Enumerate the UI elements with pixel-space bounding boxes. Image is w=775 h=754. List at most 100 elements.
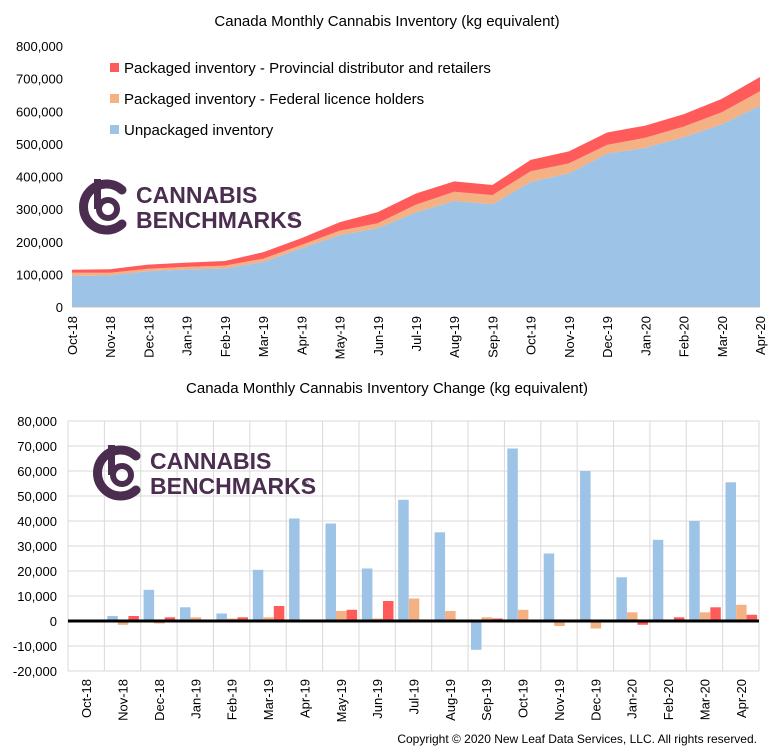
bar-series-2 xyxy=(128,616,139,621)
bar-series-0 xyxy=(252,569,264,622)
bar-series-2 xyxy=(710,607,721,622)
bar-series-0 xyxy=(216,613,227,621)
inventory-y-axis: 800,000 700,000 600,000 500,000 400,000 300,0… xyxy=(16,39,63,315)
x-tick-label: Dec-19 xyxy=(588,679,603,721)
y-tick-label: 600,000 xyxy=(16,104,63,119)
x-tick-label: Feb-20 xyxy=(677,316,692,357)
inventory-change-y-axis: 80,000 70,000 60,000 50,000 40,000 30,000 20,0… xyxy=(13,414,57,679)
y-tick-label: 30,000 xyxy=(17,539,57,554)
x-tick-label: Sep-19 xyxy=(479,679,494,721)
y-tick-label: 500,000 xyxy=(16,137,63,152)
x-tick-label: Mar-19 xyxy=(256,316,271,357)
legend-label-1: Packaged inventory - Federal licence hol… xyxy=(124,91,424,108)
x-tick-label: Apr-19 xyxy=(294,316,309,355)
bar-series-0 xyxy=(398,499,409,622)
y-tick-label: 400,000 xyxy=(16,170,63,185)
y-tick-label: 300,000 xyxy=(16,202,63,217)
bar-series-1 xyxy=(554,621,565,626)
y-tick-label: 70,000 xyxy=(17,439,57,454)
logo-stem xyxy=(94,179,101,209)
inventory-change-x-axis: Oct-18 Nov-18 Dec-18 Jan-19 Feb-19 Mar-19 Apr-… xyxy=(79,679,749,722)
bar-series-0 xyxy=(180,607,191,622)
bar-series-0 xyxy=(361,568,373,621)
x-tick-label: Nov-18 xyxy=(116,679,131,721)
y-tick-label: -20,000 xyxy=(13,664,57,679)
x-tick-label: Feb-19 xyxy=(225,679,240,720)
bar-series-2 xyxy=(673,617,685,622)
inventory-change-bars xyxy=(68,448,759,650)
area-series-0 xyxy=(72,105,760,307)
bar-series-2 xyxy=(637,621,648,625)
x-tick-label: Jul-19 xyxy=(407,679,422,714)
x-tick-label: Jun-19 xyxy=(370,679,385,719)
inventory-x-axis: Oct-18 Nov-18 Dec-18 Jan-19 Feb-19 Mar-19 Apr-… xyxy=(65,316,768,359)
x-tick-label: Aug-19 xyxy=(443,679,458,721)
bar-series-2 xyxy=(746,614,758,622)
copyright-notice: Copyright © 2020 New Leaf Data Services,… xyxy=(397,732,757,746)
x-tick-label: Feb-19 xyxy=(218,316,233,357)
bar-series-1 xyxy=(445,611,456,621)
x-tick-label: Oct-18 xyxy=(79,679,94,718)
y-tick-label: -10,000 xyxy=(13,639,57,654)
bar-series-1 xyxy=(336,611,347,621)
y-tick-label: 50,000 xyxy=(17,489,57,504)
x-tick-label: Mar-19 xyxy=(261,679,276,720)
x-tick-label: Aug-19 xyxy=(447,316,462,358)
logo-inner-ring xyxy=(96,197,120,221)
logo-registered-mark: ® xyxy=(302,479,309,489)
x-tick-label: Apr-20 xyxy=(734,679,749,718)
logo-inner-ring xyxy=(110,463,134,487)
logo-registered-mark: ® xyxy=(288,213,295,223)
x-tick-label: Sep-19 xyxy=(485,316,500,358)
bar-series-1 xyxy=(517,609,529,622)
inventory-area-chart: Canada Monthly Cannabis Inventory (kg eq… xyxy=(16,13,768,359)
x-tick-label: Apr-19 xyxy=(297,679,312,718)
logo-outer-arc xyxy=(79,179,127,235)
x-tick-label: Jan-19 xyxy=(188,679,203,719)
x-tick-label: Mar-20 xyxy=(715,316,730,357)
bar-series-0 xyxy=(289,518,300,621)
bar-series-0 xyxy=(507,448,518,621)
bar-series-2 xyxy=(383,601,394,621)
bar-series-1 xyxy=(408,598,420,621)
bar-series-0 xyxy=(143,589,155,622)
x-tick-label: Jan-20 xyxy=(638,316,653,356)
x-tick-label: Nov-19 xyxy=(552,679,567,721)
x-tick-label: Dec-18 xyxy=(152,679,167,721)
y-tick-label: 0 xyxy=(56,300,63,315)
inventory-legend: Packaged inventory - Provincial distribu… xyxy=(110,60,491,139)
bar-series-0 xyxy=(616,577,627,622)
y-tick-label: 700,000 xyxy=(16,72,63,87)
bar-series-1 xyxy=(117,621,129,625)
logo-line1: CANNABIS xyxy=(136,182,257,208)
x-tick-label: Oct-19 xyxy=(516,679,531,718)
bar-series-0 xyxy=(652,539,664,622)
bar-series-0 xyxy=(725,482,736,622)
x-tick-label: Jan-20 xyxy=(625,679,640,719)
x-tick-label: Jun-19 xyxy=(371,316,386,356)
bar-series-0 xyxy=(471,621,482,650)
y-tick-label: 0 xyxy=(50,614,57,629)
bar-series-2 xyxy=(164,617,176,622)
bar-series-2 xyxy=(273,606,285,621)
bar-series-1 xyxy=(263,617,274,622)
inventory-chart-title: Canada Monthly Cannabis Inventory (kg eq… xyxy=(214,13,559,30)
inventory-change-bar-chart: Canada Monthly Cannabis Inventory Change… xyxy=(13,380,760,722)
x-tick-label: Dec-19 xyxy=(600,316,615,358)
bar-series-0 xyxy=(689,521,700,621)
bar-series-0 xyxy=(543,553,555,621)
bar-series-1 xyxy=(627,612,638,622)
inventory-areas xyxy=(72,77,760,308)
x-tick-label: Apr-20 xyxy=(753,316,768,355)
x-tick-label: Jan-19 xyxy=(180,316,195,356)
bar-series-2 xyxy=(237,617,248,622)
bar-series-0 xyxy=(580,471,591,621)
x-tick-label: Dec-18 xyxy=(141,316,156,358)
y-tick-label: 200,000 xyxy=(16,235,63,250)
x-tick-label: Nov-18 xyxy=(103,316,118,358)
logo-line2: BENCHMARKS xyxy=(150,473,316,499)
x-tick-label: Mar-20 xyxy=(697,679,712,720)
bar-series-1 xyxy=(590,621,602,629)
